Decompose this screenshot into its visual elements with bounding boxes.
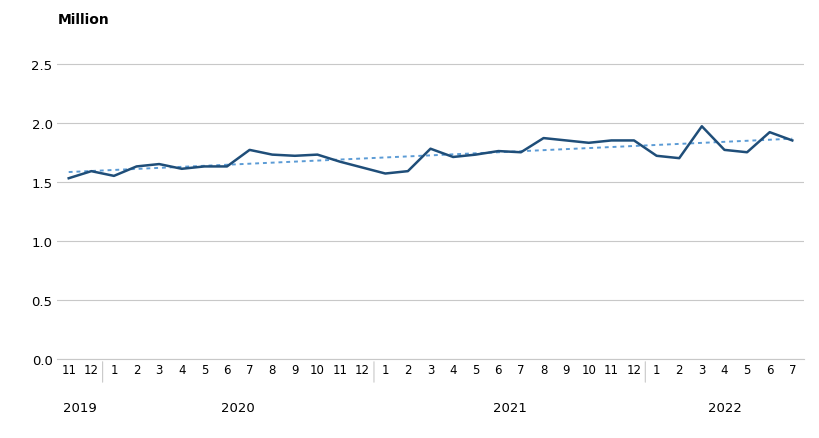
Text: 2019: 2019 [63,401,97,414]
Text: 2021: 2021 [492,401,526,414]
Text: 2022: 2022 [707,401,740,414]
Text: 2020: 2020 [221,401,255,414]
Text: Million: Million [57,13,109,27]
